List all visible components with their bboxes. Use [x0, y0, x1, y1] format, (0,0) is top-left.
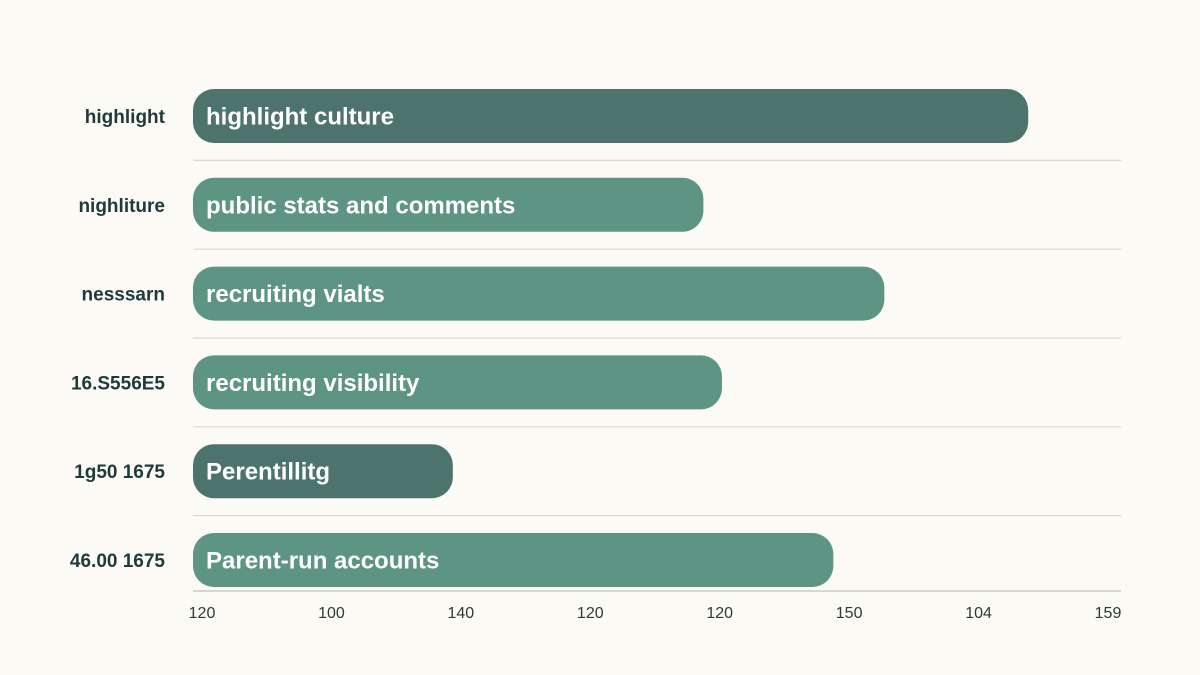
x-tick-label: 150: [836, 605, 863, 622]
category-label: highlight: [85, 107, 166, 128]
x-tick-label: 159: [1095, 605, 1122, 622]
x-tick-label: 120: [706, 605, 733, 622]
bar-label: recruiting visibility: [206, 370, 420, 397]
x-tick-label: 100: [318, 605, 345, 622]
bar: [193, 177, 704, 232]
bar-label: recruiting vialts: [206, 281, 385, 308]
bar: [193, 355, 722, 410]
category-label: 1g50 1675: [74, 462, 165, 483]
bar: [193, 89, 1029, 143]
category-label: nighliture: [78, 196, 165, 217]
x-tick-label: 104: [965, 605, 992, 622]
bar-label: Perentillitg: [206, 459, 330, 486]
x-tick-label: 120: [577, 605, 604, 622]
category-label: 46.00 1675: [70, 551, 166, 572]
bar: [193, 266, 885, 321]
bar: [193, 533, 834, 587]
x-tick-label: 120: [189, 605, 216, 622]
bar-label: Parent-run accounts: [206, 548, 439, 575]
category-label: 16.S556E5: [71, 373, 165, 394]
x-tick-label: 140: [448, 605, 475, 622]
bar-label: highlight culture: [206, 104, 394, 131]
category-label: nesssarn: [82, 285, 165, 306]
bar: [193, 444, 453, 499]
bar-label: public stats and comments: [206, 192, 515, 219]
